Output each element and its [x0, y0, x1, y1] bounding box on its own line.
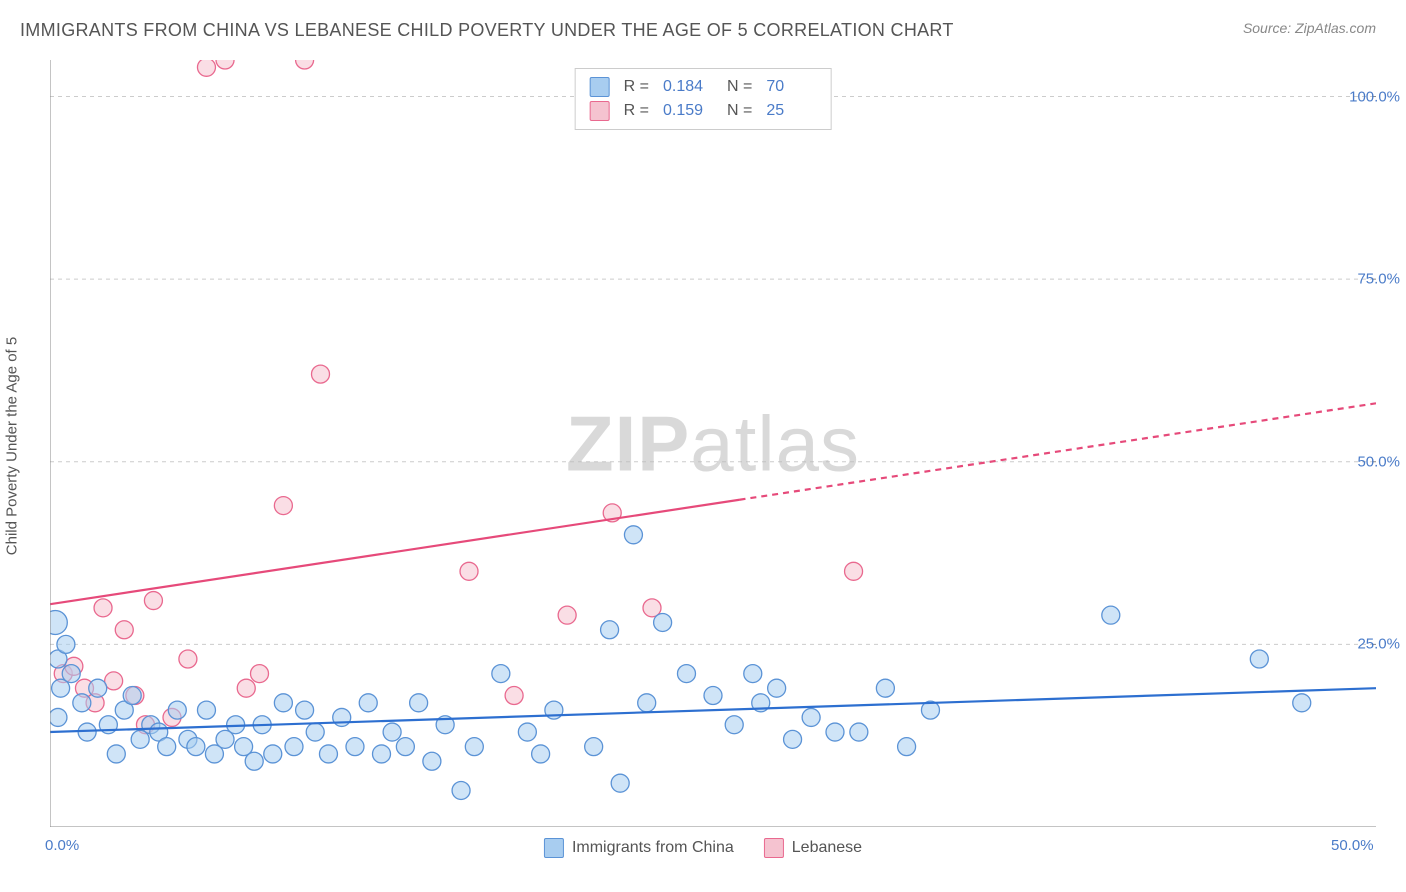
y-axis-label: Child Poverty Under the Age of 5 [4, 337, 21, 555]
swatch-china [590, 77, 610, 97]
y-tick-label-3: 100.0% [1349, 88, 1400, 105]
n-value-china: 70 [766, 78, 816, 96]
n-label: N = [727, 78, 752, 96]
swatch-lebanese [590, 101, 610, 121]
source-link[interactable]: ZipAtlas.com [1295, 20, 1376, 36]
y-tick-label-0: 25.0% [1357, 636, 1400, 653]
r-label: R = [624, 102, 649, 120]
legend-stats-row-lebanese: R = 0.159 N = 25 [590, 99, 817, 123]
r-label: R = [624, 78, 649, 96]
legend-label-china: Immigrants from China [572, 839, 734, 857]
r-value-china: 0.184 [663, 78, 713, 96]
source-credit: Source: ZipAtlas.com [1243, 20, 1376, 36]
n-value-lebanese: 25 [766, 102, 816, 120]
legend-series: Immigrants from China Lebanese [544, 838, 862, 858]
x-tick-label-1: 50.0% [1331, 837, 1374, 854]
swatch-lebanese-icon [764, 838, 784, 858]
plot-svg [50, 60, 1376, 827]
chart-title: IMMIGRANTS FROM CHINA VS LEBANESE CHILD … [20, 20, 954, 41]
x-tick-label-0: 0.0% [45, 837, 79, 854]
source-prefix: Source: [1243, 20, 1295, 36]
swatch-china-icon [544, 838, 564, 858]
legend-item-lebanese: Lebanese [764, 838, 862, 858]
legend-item-china: Immigrants from China [544, 838, 734, 858]
legend-stats: R = 0.184 N = 70 R = 0.159 N = 25 [575, 68, 832, 130]
legend-label-lebanese: Lebanese [792, 839, 862, 857]
legend-stats-row-china: R = 0.184 N = 70 [590, 75, 817, 99]
scatter-chart: ZIPatlas [50, 60, 1376, 827]
n-label: N = [727, 102, 752, 120]
r-value-lebanese: 0.159 [663, 102, 713, 120]
y-tick-label-1: 50.0% [1357, 453, 1400, 470]
y-tick-label-2: 75.0% [1357, 271, 1400, 288]
